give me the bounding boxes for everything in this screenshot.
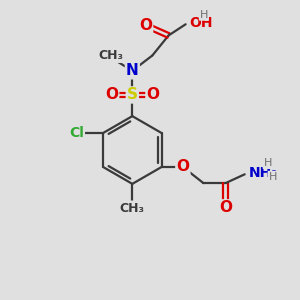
Text: O: O <box>219 200 232 215</box>
Text: O: O <box>146 87 159 102</box>
Text: H: H <box>268 172 277 182</box>
Text: O: O <box>105 87 118 102</box>
Text: CH₃: CH₃ <box>98 49 123 62</box>
Text: CH₃: CH₃ <box>120 202 145 214</box>
Text: O: O <box>176 159 189 174</box>
Text: N: N <box>126 63 139 78</box>
Text: S: S <box>127 87 138 102</box>
Text: O: O <box>139 18 152 33</box>
Text: H: H <box>263 158 272 168</box>
Text: NH₂: NH₂ <box>249 166 278 180</box>
Text: Cl: Cl <box>69 126 84 140</box>
Text: H: H <box>200 10 208 20</box>
Text: OH: OH <box>189 16 213 30</box>
